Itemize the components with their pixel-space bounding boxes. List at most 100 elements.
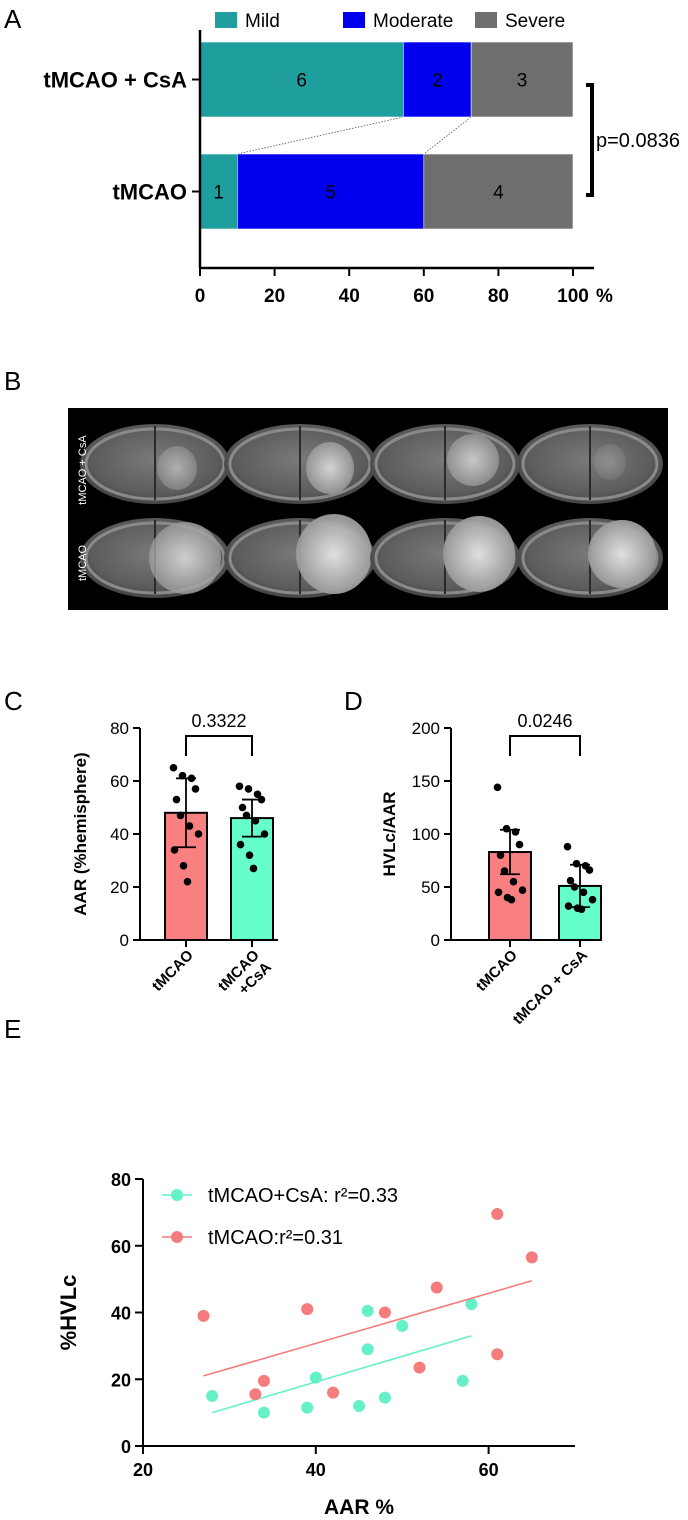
y-tick-label-2: 40 <box>111 1304 131 1324</box>
y-tick-label-1: 20 <box>111 1370 131 1390</box>
connector-0 <box>237 116 404 155</box>
panel-a-stacked-bar-chart: A Mild Moderate Severe 6 2 3 tMCAO + CsA 1 5 4 tM… <box>4 4 680 307</box>
data-point-0-8 <box>494 888 503 897</box>
bar-label-0-2: 3 <box>517 71 528 92</box>
lesion-1-2 <box>443 516 515 592</box>
y-tick-label-0: 0 <box>121 1437 131 1457</box>
bars: 6 2 3 tMCAO + CsA 1 5 4 tMCAO <box>43 41 574 230</box>
data-point-0-10 <box>183 877 192 886</box>
x-tick-label-0: 20 <box>133 1460 153 1480</box>
significance-bracket: p=0.0836 <box>586 83 680 197</box>
data-point-0-10 <box>507 895 516 904</box>
data-point-0-6 <box>361 1304 374 1317</box>
data-point-0-5 <box>361 1343 374 1356</box>
data-point-1-10 <box>577 905 586 914</box>
x-tick-label-2: 40 <box>339 286 360 307</box>
x-tick-label-2: 60 <box>479 1460 499 1480</box>
data-point-1-4 <box>327 1386 340 1399</box>
data-point-1-2 <box>253 790 262 799</box>
data-point-0-2 <box>511 828 520 836</box>
data-point-0-3 <box>191 785 200 793</box>
connector-1 <box>423 116 472 155</box>
y-axis-label: %HVLc <box>56 1275 81 1351</box>
x-tick-label-1: tMCAO+CsA <box>215 947 275 1007</box>
mri-slices <box>80 424 663 598</box>
data-point-0-7 <box>378 1391 391 1404</box>
bar-label-1-2: 4 <box>493 183 504 204</box>
bar-segment-0-0 <box>199 41 404 118</box>
data-point-0-0 <box>493 783 502 792</box>
category-label-1: tMCAO <box>112 180 187 205</box>
data-point-1-0 <box>197 1309 210 1322</box>
data-point-1-8 <box>491 1208 504 1221</box>
x-tick-label-3: 60 <box>413 286 434 307</box>
p-value-annotation: 0.0246 <box>517 711 572 731</box>
data-point-1-4 <box>238 803 247 812</box>
legend-label-1: Moderate <box>373 11 453 32</box>
data-point-0-8 <box>170 846 179 854</box>
x-tick-label-5: 100 <box>557 286 589 307</box>
data-point-1-5 <box>378 1306 391 1319</box>
panel-b-letter: B <box>4 366 21 396</box>
y-axis-label: AAR (%hemisphere) <box>71 752 90 915</box>
legend-swatch-0 <box>215 12 237 28</box>
lesion-1-3 <box>588 520 656 588</box>
y-tick-label-1: 20 <box>110 878 129 897</box>
significance-bracket <box>509 735 581 756</box>
data-point-1-3 <box>585 866 594 874</box>
data-point-0-4 <box>353 1399 365 1412</box>
data-point-1-8 <box>564 902 573 910</box>
legend-marker-0 <box>171 1189 183 1201</box>
x-tick-label-line-0-0: tMCAO <box>473 947 521 995</box>
fit-line-0 <box>211 1335 472 1414</box>
x-tick-label-0: tMCAO <box>149 947 197 995</box>
legend-label-0: tMCAO+CsA: r²=0.33 <box>208 1185 398 1207</box>
data-point-0-1 <box>502 824 511 833</box>
data-point-0-2 <box>301 1401 314 1414</box>
bar-label-1-1: 5 <box>325 183 336 204</box>
connector-lines <box>237 116 472 155</box>
data-point-0-5 <box>500 867 509 875</box>
category-label-0: tMCAO + CsA <box>43 68 187 93</box>
data-point-0-7 <box>518 886 527 894</box>
data-point-1-5 <box>242 811 251 820</box>
data-point-1-8 <box>236 840 245 849</box>
lesion-1-1 <box>296 514 372 594</box>
y-tick-label-0: 0 <box>431 931 440 950</box>
lesion-1-0 <box>149 522 221 594</box>
bar-label-0-1: 2 <box>432 71 443 92</box>
axes: 0 20 40 60 80 100% <box>195 30 613 307</box>
x-tick-label-1: 40 <box>306 1460 326 1480</box>
data-point-1-9 <box>491 1348 504 1361</box>
y-tick-label-4: 200 <box>412 719 440 738</box>
data-point-1-7 <box>430 1281 443 1294</box>
data-point-1-10 <box>249 864 258 873</box>
data-point-1-10 <box>525 1251 538 1264</box>
data-point-1-6 <box>251 816 260 825</box>
data-point-1-5 <box>570 883 579 891</box>
panel-d-letter: D <box>344 686 363 716</box>
bar-segment-0-1 <box>402 41 472 118</box>
legend-swatch-1 <box>343 12 365 28</box>
x-tick-label-0: tMCAO <box>473 947 521 995</box>
data-point-1-9 <box>245 851 254 859</box>
y-tick-label-3: 60 <box>110 772 129 791</box>
y-tick-label-1: 50 <box>421 878 440 897</box>
mri-row-label-tmcao: tMCAO <box>77 545 89 582</box>
mri-row-label-csa: tMCAO + CsA <box>77 435 89 505</box>
p-value-annotation: p=0.0836 <box>596 130 680 152</box>
bar-label-1-0: 1 <box>213 183 224 204</box>
data-point-1-4 <box>566 876 575 885</box>
data-point-0-7 <box>194 830 203 838</box>
data-point-1-3 <box>257 795 266 804</box>
x-tick-label-0: 0 <box>195 286 206 307</box>
panel-a-letter: A <box>4 4 22 34</box>
data-point-0-3 <box>309 1371 322 1384</box>
data-point-0-9 <box>179 862 188 870</box>
y-tick-label-3: 60 <box>111 1237 131 1257</box>
x-unit-label: % <box>596 286 613 307</box>
data-point-0-5 <box>176 811 185 820</box>
data-point-1-0 <box>563 842 572 851</box>
